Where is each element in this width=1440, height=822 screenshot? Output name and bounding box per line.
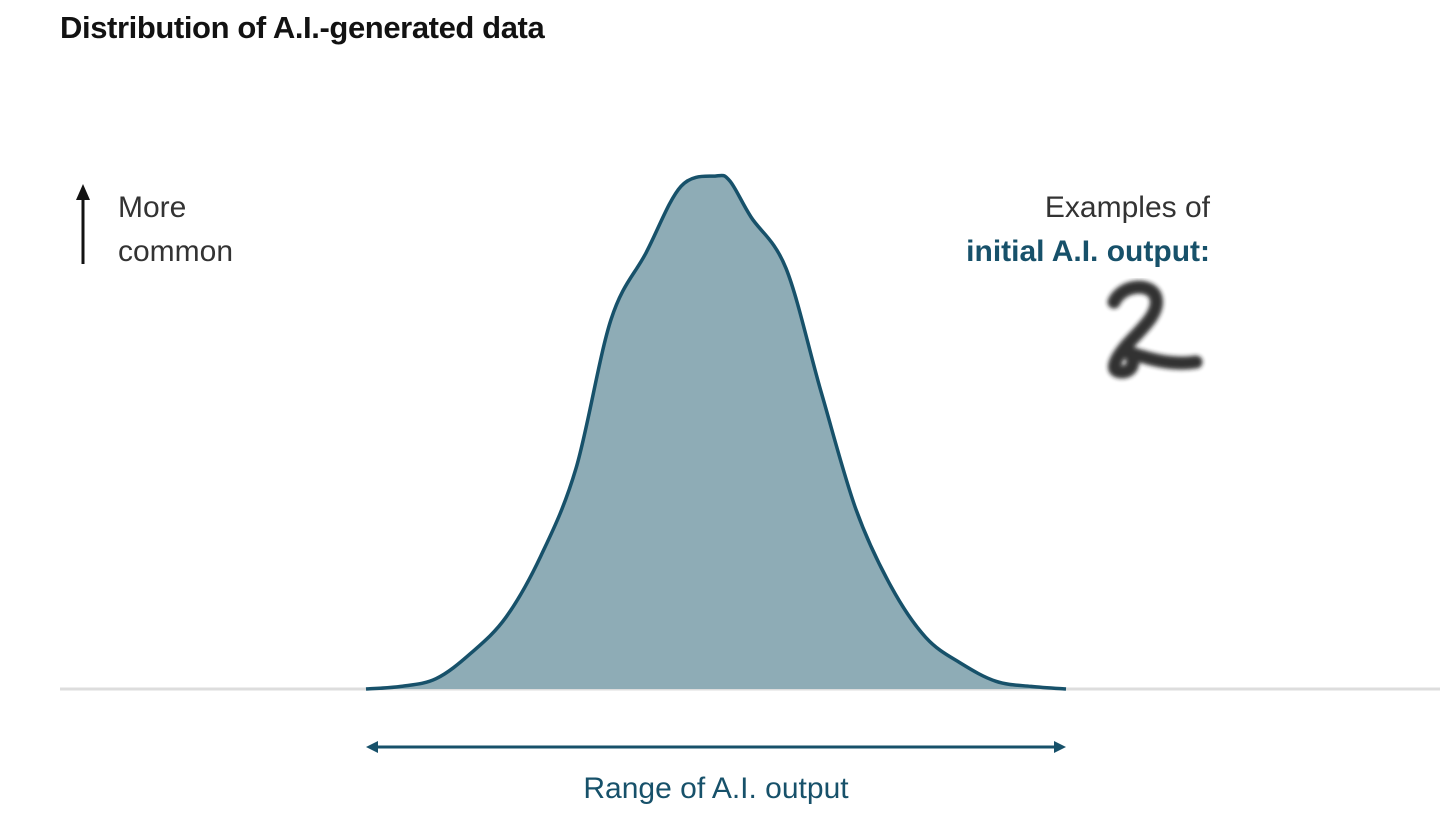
range-arrow — [366, 741, 1066, 753]
examples-line2: initial A.I. output: — [966, 235, 1210, 268]
examples-line1: Examples of — [1044, 191, 1210, 224]
up-arrow-head — [76, 184, 90, 200]
range-label: Range of A.I. output — [583, 772, 849, 805]
y-axis-label-line1: More — [118, 191, 187, 224]
chart-title: Distribution of A.I.-generated data — [60, 10, 545, 45]
handwritten-digit-image — [1107, 280, 1203, 379]
y-axis-label-line2: common — [118, 235, 234, 268]
range-arrow-right-head — [1054, 741, 1066, 753]
distribution-area — [366, 175, 1066, 689]
y-axis-label: More common — [118, 186, 233, 274]
distribution-curve — [365, 173, 1067, 691]
examples-annotation: Examples of initial A.I. output: — [966, 186, 1210, 274]
range-arrow-left-head — [366, 741, 378, 753]
up-arrow-icon — [76, 184, 90, 264]
